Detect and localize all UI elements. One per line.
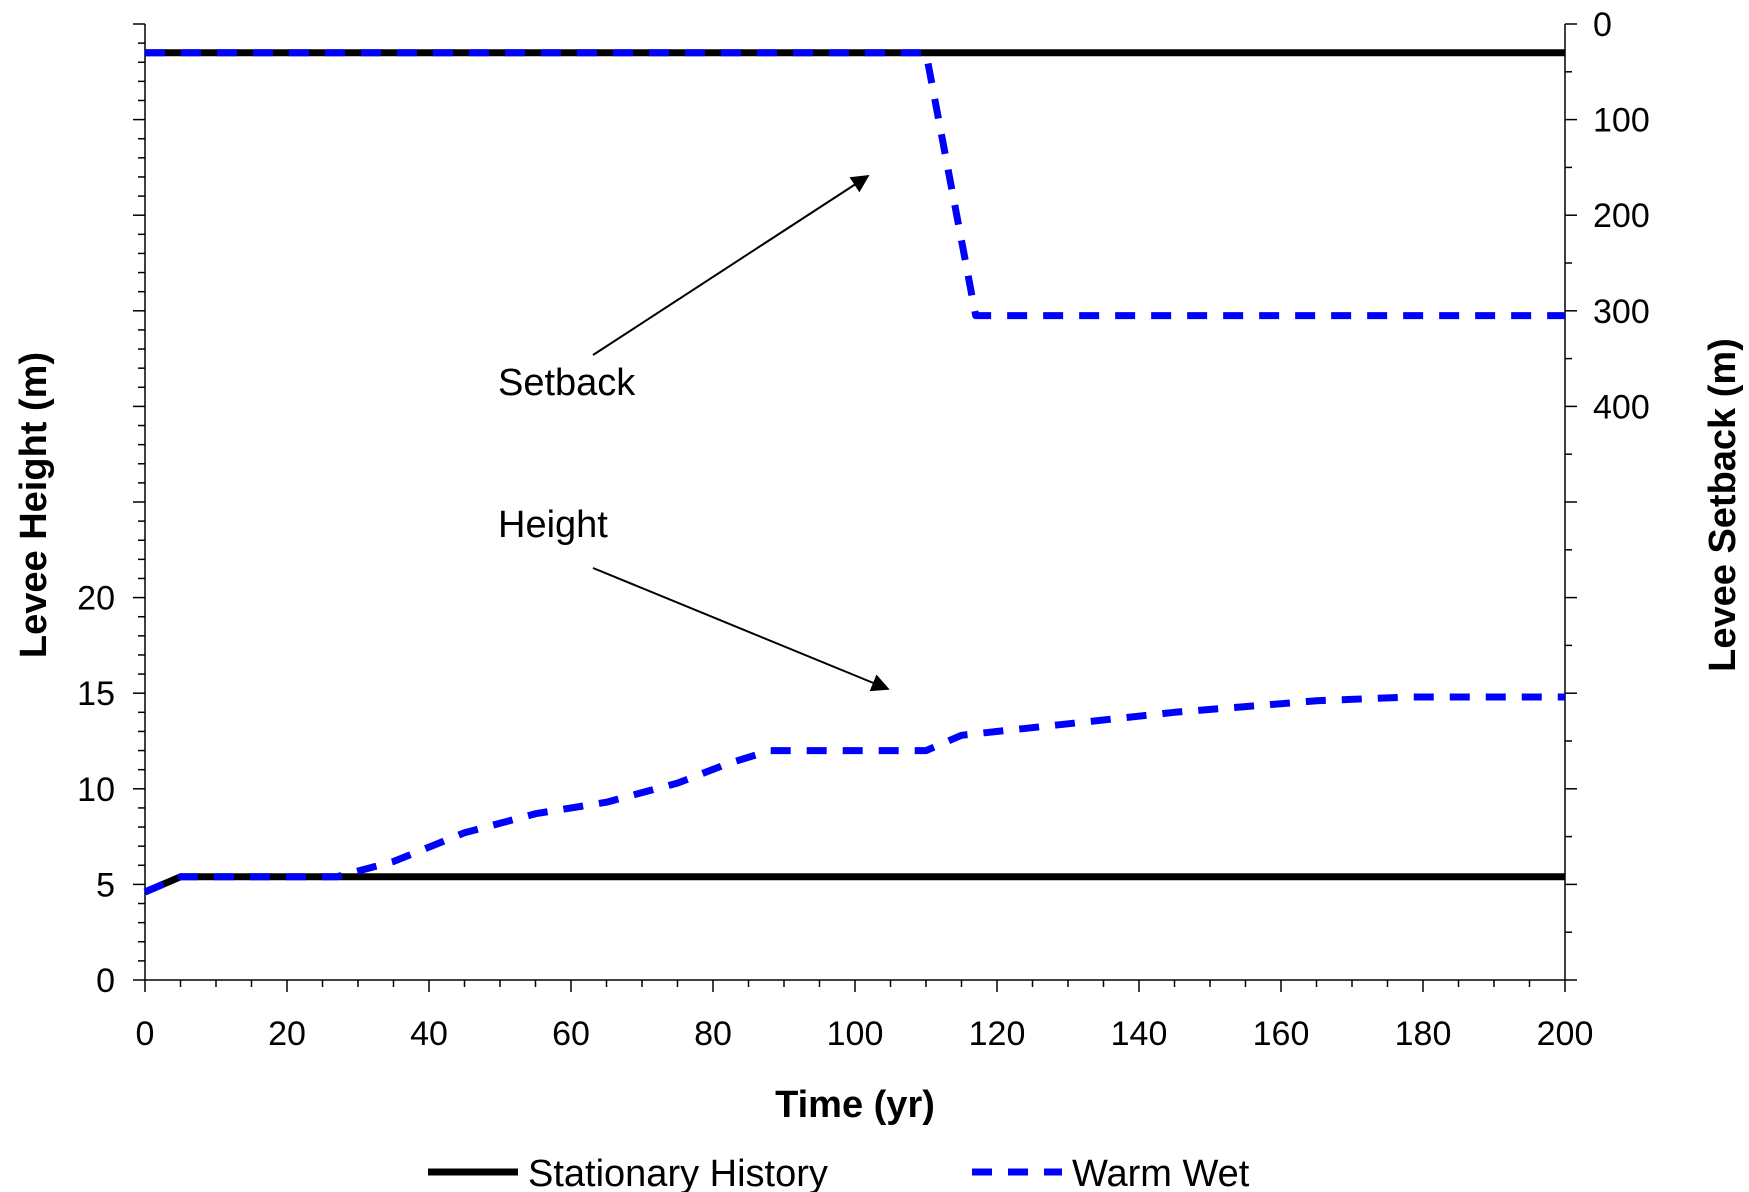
- series-line-stationary-history-height: [143, 873, 1565, 896]
- y-right-tick-label: 100: [1593, 102, 1650, 140]
- y-left-axis-title: Levee Height (m): [13, 352, 55, 658]
- x-tick-label: 40: [410, 1015, 448, 1053]
- legend: Stationary History Warm Wet: [428, 1153, 1250, 1192]
- y-left-tick-label: 5: [96, 866, 115, 904]
- y-right-tick-label: 300: [1593, 293, 1650, 331]
- series-line-warm-wet-height: [143, 693, 1565, 896]
- x-tick-label: 0: [136, 1015, 155, 1053]
- axis-ticks: [133, 23, 1577, 992]
- arrow-height: [592, 567, 890, 692]
- y-left-tick-label: 15: [77, 675, 115, 713]
- plot-area: [144, 24, 1566, 981]
- legend-label-stationary-history: Stationary History: [528, 1153, 828, 1192]
- x-tick-label: 100: [827, 1015, 884, 1053]
- x-tick-label: 200: [1537, 1015, 1594, 1053]
- x-tick-label: 60: [552, 1015, 590, 1053]
- x-tick-label: 140: [1111, 1015, 1168, 1053]
- y-right-tick-label: 400: [1593, 388, 1650, 426]
- y-right-tick-label: 200: [1593, 197, 1650, 235]
- y-left-tick-labels: 0 5 10 15 20: [77, 580, 115, 1000]
- legend-label-warm-wet: Warm Wet: [1072, 1153, 1250, 1192]
- y-right-tick-labels: 0 100 200 300 400: [1593, 6, 1650, 426]
- x-tick-label: 120: [969, 1015, 1026, 1053]
- x-tick-label: 180: [1395, 1015, 1452, 1053]
- annotation-height: Height: [498, 504, 608, 546]
- annotation-setback: Setback: [498, 362, 636, 404]
- arrow-setback: [592, 175, 870, 356]
- x-tick-labels: 0 20 40 60 80 100 120 140 160 180 200: [136, 1015, 1594, 1053]
- y-left-tick-label: 20: [77, 580, 115, 618]
- x-tick-label: 80: [694, 1015, 732, 1053]
- y-right-axis-title: Levee Setback (m): [1702, 338, 1744, 672]
- x-axis-title: Time (yr): [775, 1084, 935, 1126]
- series-lines: [143, 49, 1565, 896]
- y-left-tick-label: 10: [77, 771, 115, 809]
- series-line-warm-wet-setback: [145, 49, 1565, 320]
- x-tick-label: 20: [268, 1015, 306, 1053]
- x-tick-label: 160: [1253, 1015, 1310, 1053]
- y-left-tick-label: 0: [96, 962, 115, 1000]
- y-right-tick-label: 0: [1593, 6, 1612, 44]
